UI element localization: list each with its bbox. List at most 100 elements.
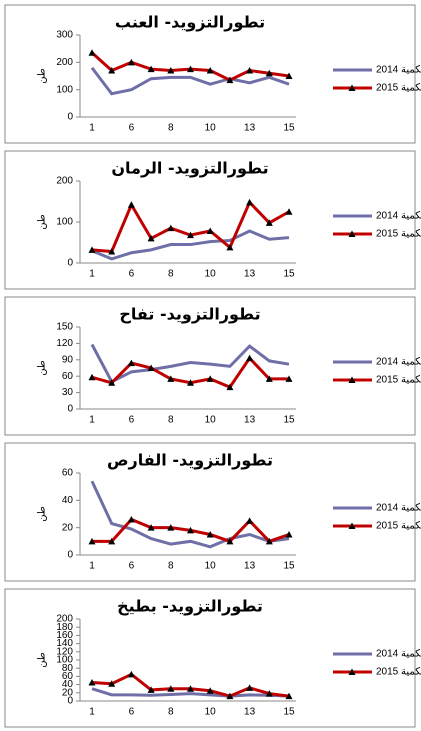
y-tick-label: 0 <box>67 258 73 269</box>
series-line <box>91 229 290 261</box>
marker <box>226 76 234 84</box>
chart-title: تطورالتزويد- بطيخ <box>117 597 263 616</box>
series-line <box>90 66 290 96</box>
x-tick-label: 6 <box>129 269 135 280</box>
marker <box>246 67 254 74</box>
series-line <box>90 343 290 384</box>
x-tick-label: 8 <box>168 269 174 280</box>
y-axis-label: طن <box>37 68 48 84</box>
y-tick-label: 150 <box>56 322 73 333</box>
x-tick-label: 8 <box>168 707 174 718</box>
marker <box>147 686 155 693</box>
marker <box>187 685 194 692</box>
marker <box>108 248 116 255</box>
marker <box>206 531 214 538</box>
legend-marker <box>348 522 356 529</box>
legend-marker <box>348 230 356 237</box>
marker <box>108 379 116 386</box>
marker <box>127 515 135 523</box>
legend-label: الكمية 2015 <box>376 667 421 678</box>
x-tick-label: 13 <box>244 269 256 280</box>
y-axis-label: طن <box>37 214 48 230</box>
legend-label: الكمية 2015 <box>376 375 421 386</box>
marker <box>127 359 135 367</box>
marker <box>285 72 293 79</box>
y-tick-label: 60 <box>62 671 74 682</box>
y-tick-label: 90 <box>62 354 74 365</box>
x-tick-label: 10 <box>205 415 217 426</box>
x-tick-label: 15 <box>283 415 295 426</box>
y-tick-label: 100 <box>56 655 73 666</box>
y-tick-label: 140 <box>56 638 73 649</box>
panel <box>4 296 416 436</box>
y-tick-label: 0 <box>67 404 73 415</box>
chart-title: تطورالتزويد- العنب <box>115 13 265 32</box>
marker <box>187 231 194 239</box>
x-tick-label: 15 <box>283 561 295 572</box>
y-axis-label: طن <box>37 652 48 668</box>
marker <box>206 67 214 74</box>
marker <box>246 198 254 206</box>
marker <box>226 537 234 545</box>
y-tick-label: 30 <box>62 387 74 398</box>
y-tick-label: 0 <box>67 550 73 561</box>
x-tick-label: 15 <box>283 269 295 280</box>
marker <box>147 65 155 73</box>
x-tick-label: 10 <box>205 269 217 280</box>
marker <box>147 524 155 531</box>
x-tick-label: 1 <box>89 561 95 572</box>
marker <box>265 219 273 226</box>
marker <box>226 383 234 391</box>
y-tick-label: 100 <box>56 84 73 95</box>
marker <box>226 692 234 700</box>
y-tick-label: 80 <box>62 663 74 674</box>
marker <box>108 67 116 74</box>
marker <box>127 201 135 208</box>
marker <box>108 680 116 687</box>
marker <box>206 227 214 235</box>
y-tick-label: 40 <box>62 679 74 690</box>
y-tick-label: 120 <box>56 338 73 349</box>
y-axis-label: طن <box>37 506 48 522</box>
y-tick-label: 100 <box>56 217 73 228</box>
x-tick-label: 13 <box>244 707 256 718</box>
legend-label: الكمية 2014 <box>376 211 421 222</box>
legend-marker <box>348 376 356 383</box>
x-tick-label: 1 <box>89 123 95 134</box>
x-tick-label: 10 <box>205 123 217 134</box>
x-tick-label: 10 <box>205 561 217 572</box>
marker <box>187 379 194 386</box>
x-tick-label: 6 <box>129 415 135 426</box>
marker <box>88 537 96 545</box>
y-tick-label: 40 <box>62 495 74 506</box>
marker <box>88 679 96 686</box>
marker <box>127 58 135 66</box>
legend-label: الكمية 2014 <box>376 649 421 660</box>
marker <box>187 526 194 534</box>
chart-title: تطورالتزويد- تفاح <box>119 305 260 324</box>
marker <box>167 224 175 232</box>
x-tick-label: 8 <box>168 123 174 134</box>
marker <box>246 517 254 524</box>
marker <box>167 375 175 382</box>
marker <box>88 49 96 56</box>
y-tick-label: 120 <box>56 646 73 657</box>
marker <box>265 375 273 382</box>
panel <box>4 4 416 144</box>
marker <box>167 685 175 692</box>
y-tick-label: 200 <box>56 614 73 625</box>
marker <box>206 687 214 694</box>
legend-label: الكمية 2014 <box>376 357 421 368</box>
marker <box>285 375 293 382</box>
x-tick-label: 6 <box>129 123 135 134</box>
panel <box>4 150 416 290</box>
x-tick-label: 8 <box>168 561 174 572</box>
y-tick-label: 60 <box>62 468 74 479</box>
marker <box>265 69 273 77</box>
x-tick-label: 10 <box>205 707 217 718</box>
y-axis-label: طن <box>37 360 48 376</box>
marker <box>285 692 293 700</box>
marker <box>108 537 116 545</box>
marker <box>285 531 293 538</box>
marker <box>206 375 214 382</box>
